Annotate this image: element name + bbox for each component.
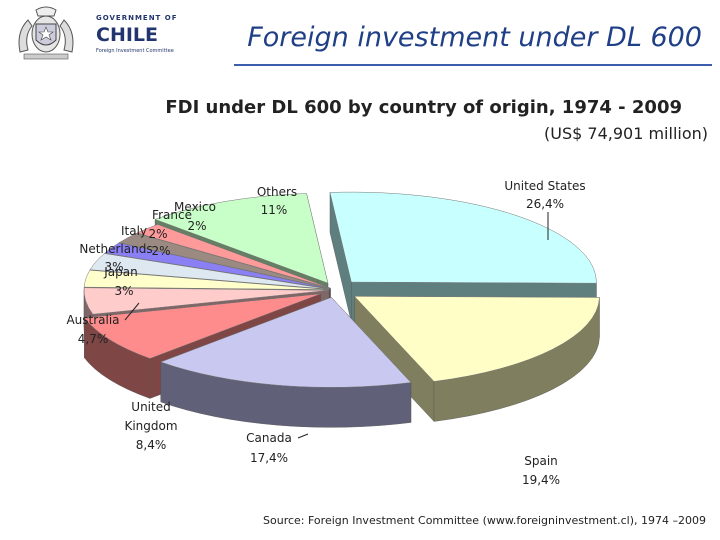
- government-logo: GOVERNMENT OF CHILE Foreign Investment C…: [6, 2, 178, 64]
- pie-slice-netherlands: [89, 253, 330, 290]
- label-spain-value: 19,4%: [522, 473, 560, 487]
- label-us-name: United States: [504, 179, 585, 193]
- leader-line-australia: [124, 302, 140, 321]
- logo-line-government: GOVERNMENT OF: [96, 14, 178, 22]
- coat-of-arms-icon: [18, 6, 74, 60]
- label-uk-value: 8,4%: [136, 438, 167, 452]
- label-australia-value: 4,7%: [78, 332, 109, 346]
- leader-lines: [124, 212, 549, 439]
- pie-slices: [83, 191, 600, 428]
- label-mexico-name: Mexico: [174, 200, 216, 214]
- label-netherlands-value: 3%: [104, 260, 123, 274]
- label-us-value: 26,4%: [526, 197, 564, 211]
- chart-title: FDI under DL 600 by country of origin, 1…: [165, 97, 682, 118]
- pie-slice-australia: [83, 287, 330, 315]
- label-france-value: 2%: [148, 227, 167, 241]
- pie-slice-japan: [83, 269, 330, 290]
- label-canada-value: 17,4%: [250, 451, 288, 465]
- pie-slice-united-states: [329, 191, 597, 284]
- leader-line-canada: [297, 433, 309, 439]
- pie-slice-italy: [104, 242, 330, 290]
- label-italy-name: Italy: [121, 224, 147, 238]
- label-others-value: 11%: [261, 203, 288, 217]
- label-japan-value: 3%: [114, 284, 133, 298]
- logo-line-committee: Foreign Investment Committee: [96, 48, 174, 54]
- label-others-name: Others: [257, 185, 297, 199]
- source-note: Source: Foreign Investment Committee (ww…: [263, 514, 706, 527]
- label-italy-value: 2%: [151, 244, 170, 258]
- logo-line-chile: CHILE: [96, 24, 159, 46]
- pie-slice-others: [154, 193, 329, 284]
- label-australia-name: Australia: [66, 313, 119, 327]
- pie-slice-mexico: [136, 224, 331, 289]
- title-divider: [234, 64, 712, 66]
- label-spain-name: Spain: [524, 454, 558, 468]
- label-uk-line1: United: [131, 400, 170, 414]
- slide-title: Foreign investment under DL 600: [247, 22, 702, 53]
- label-japan-name: Japan: [103, 265, 137, 279]
- pie-slice-canada: [160, 297, 412, 388]
- label-france-name: France: [152, 208, 192, 222]
- label-mexico-value: 2%: [187, 219, 206, 233]
- pie-slice-france: [118, 232, 331, 289]
- label-uk-line2: Kingdom: [124, 419, 177, 433]
- label-canada-name: Canada: [246, 431, 292, 445]
- pie-slice-united-kingdom: [83, 293, 321, 359]
- label-netherlands-name: Netherlands: [79, 242, 152, 256]
- chart-subtitle: (US$ 74,901 million): [544, 124, 708, 143]
- pie-slice-spain: [353, 296, 600, 382]
